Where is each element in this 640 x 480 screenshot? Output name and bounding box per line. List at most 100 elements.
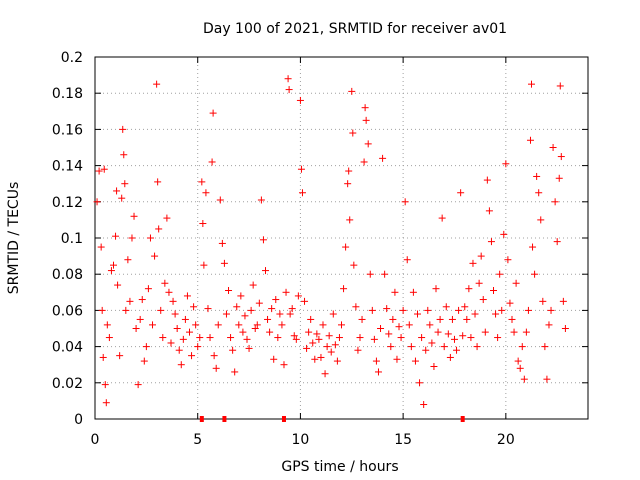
data-point [557,153,565,161]
x-tick-label: 0 [91,432,100,448]
data-point [309,339,317,347]
data-point [264,315,272,323]
data-point [345,167,353,175]
data-point [450,335,458,343]
data-point [481,328,489,336]
data-point [545,321,553,329]
y-axis-label: SRMTID / TECUs [6,182,22,295]
data-point [358,315,366,323]
plot-frame [94,56,589,420]
data-point [516,364,524,372]
data-point [477,252,485,260]
data-point [543,375,551,383]
data-point [290,332,298,340]
x-tick-label: 15 [394,432,412,448]
data-point [487,238,495,246]
data-point [97,243,105,251]
data-point [112,232,120,240]
data-point [533,172,541,180]
data-point [469,259,477,267]
data-point [280,361,288,369]
data-point [259,236,267,244]
data-point [307,315,315,323]
data-point [276,310,284,318]
grid-lines [95,57,588,419]
x-axis-label: GPS time / hours [281,459,398,475]
data-point [317,353,325,361]
data-point [253,321,261,329]
data-point [173,325,181,332]
data-point [401,198,409,206]
y-tick-label: 0.2 [61,50,83,66]
data-point [385,330,393,338]
data-point [239,328,247,336]
data-point [446,353,454,361]
data-point [485,207,493,215]
data-point [368,306,376,314]
data-point [539,297,547,305]
data-point [194,343,202,351]
data-point [235,321,243,329]
data-point [146,234,154,242]
data-point [459,332,467,340]
data-point [102,399,110,407]
data-point [245,344,253,352]
data-point [303,344,311,352]
data-point [549,144,557,151]
data-point [547,306,555,314]
data-point [107,267,115,275]
data-point [500,230,508,238]
y-tick-label: 0.14 [52,159,83,175]
data-point [98,306,106,314]
data-point [185,328,193,336]
data-point [247,306,255,314]
data-point [349,129,357,137]
data-point [311,355,319,363]
data-point [121,180,129,188]
data-point [153,80,161,88]
data-point [109,261,117,269]
data-point [116,352,124,360]
data-point [99,353,107,361]
data-point [261,267,269,275]
data-point [465,285,473,293]
data-point [461,303,469,311]
data-point [292,335,300,343]
data-point [436,315,444,323]
data-point [188,352,196,360]
data-point [255,299,263,307]
data-point [362,116,370,124]
data-point [360,158,368,166]
data-point [393,355,401,363]
data-point [453,346,461,354]
data-point [190,303,198,311]
data-point [442,303,450,311]
data-point [420,401,428,409]
data-point [222,310,230,318]
data-point [210,352,218,360]
data-point [455,306,463,314]
data-point [551,198,559,206]
data-point [372,357,380,365]
data-point [95,167,103,175]
data-point [272,296,280,304]
data-point [270,355,278,363]
data-point [294,292,302,300]
x-tick-label: 5 [193,432,202,448]
data-point [399,306,407,314]
data-point [473,343,481,351]
data-point [220,259,228,267]
data-point [444,330,452,338]
data-point [518,343,526,351]
data-point [274,334,282,342]
data-point [366,270,374,278]
data-point [342,243,350,251]
data-point [556,82,564,90]
data-point [514,357,522,365]
data-point [128,234,136,242]
y-tick-label: 0.18 [52,86,83,102]
y-tick-label: 0 [74,412,83,428]
data-point [494,334,502,342]
data-point [313,330,321,338]
data-point [171,310,179,318]
